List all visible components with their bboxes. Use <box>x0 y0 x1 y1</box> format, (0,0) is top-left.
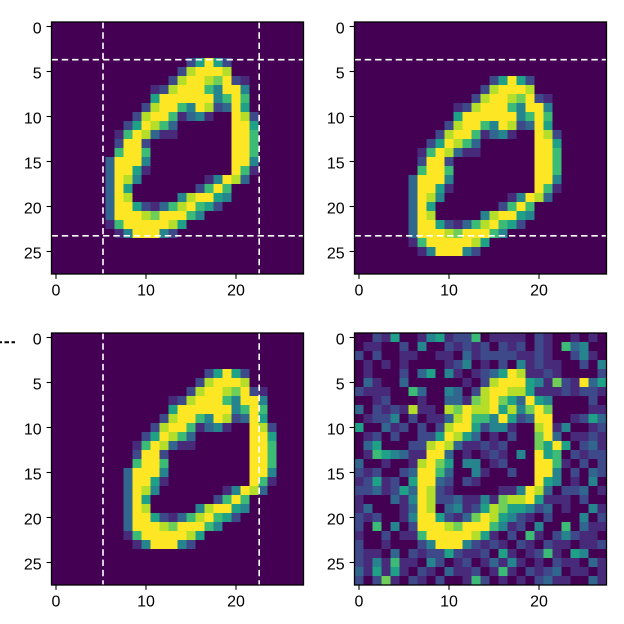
svg-text:0: 0 <box>355 282 364 299</box>
svg-text:5: 5 <box>336 377 345 394</box>
svg-text:0: 0 <box>33 332 42 349</box>
svg-text:25: 25 <box>327 246 345 263</box>
svg-text:10: 10 <box>440 282 458 299</box>
svg-text:20: 20 <box>327 201 345 218</box>
svg-text:0: 0 <box>52 282 61 299</box>
svg-text:15: 15 <box>24 467 42 484</box>
svg-text:0: 0 <box>336 21 345 38</box>
svg-text:25: 25 <box>24 557 42 574</box>
svg-text:5: 5 <box>336 66 345 83</box>
svg-text:10: 10 <box>24 111 42 128</box>
svg-text:5: 5 <box>33 377 42 394</box>
svg-text:5: 5 <box>33 66 42 83</box>
svg-text:20: 20 <box>227 282 245 299</box>
svg-text:10: 10 <box>327 422 345 439</box>
svg-text:20: 20 <box>227 593 245 610</box>
svg-text:20: 20 <box>530 593 548 610</box>
svg-text:0: 0 <box>355 593 364 610</box>
svg-text:15: 15 <box>24 156 42 173</box>
svg-text:15: 15 <box>327 156 345 173</box>
svg-text:0: 0 <box>336 332 345 349</box>
svg-text:25: 25 <box>24 246 42 263</box>
svg-text:0: 0 <box>33 21 42 38</box>
svg-text:10: 10 <box>440 593 458 610</box>
svg-text:20: 20 <box>327 512 345 529</box>
svg-text:20: 20 <box>530 282 548 299</box>
svg-text:20: 20 <box>24 512 42 529</box>
svg-text:25: 25 <box>327 557 345 574</box>
svg-text:15: 15 <box>327 467 345 484</box>
svg-text:10: 10 <box>137 593 155 610</box>
svg-text:10: 10 <box>137 282 155 299</box>
svg-text:0: 0 <box>52 593 61 610</box>
svg-text:10: 10 <box>24 422 42 439</box>
svg-text:10: 10 <box>327 111 345 128</box>
svg-text:20: 20 <box>24 201 42 218</box>
